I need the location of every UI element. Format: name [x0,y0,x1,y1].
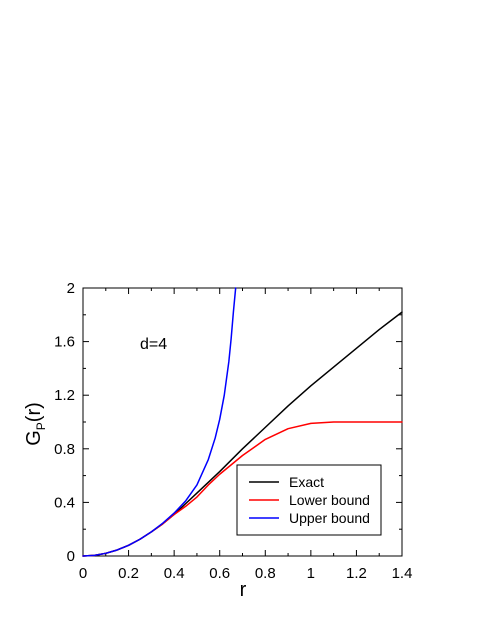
x-tick-label-1: 0.2 [118,565,139,582]
x-tick-label-5: 1 [307,565,315,582]
y-tick-label-5: 2 [67,280,75,297]
x-tick-label-6: 1.2 [346,565,367,582]
series-group [82,287,403,557]
y-tick-label-2: 0.8 [54,441,75,458]
x-tick-label-2: 0.4 [164,565,185,582]
x-tick-label-4: 0.8 [255,565,276,582]
x-tick-label-3: 0.6 [209,565,230,582]
x-tick-label-7: 1.4 [392,565,413,582]
legend-label-upper: Upper bound [289,510,370,526]
y-axis-label: GP(r) [23,402,48,446]
y-tick-label-3: 1.2 [54,387,75,404]
y-tick-label-0: 0 [67,548,75,565]
legend-label-exact: Exact [289,474,324,490]
y-tick-label-4: 1.6 [54,334,75,351]
ticks: 0 0.2 0.4 0.6 0.8 1 1.2 1.4 0 0.4 0.8 1.2 1.6 2 [54,280,412,582]
y-tick-label-1: 0.4 [54,494,75,511]
y-axis-label-main: G [23,430,45,446]
x-tick-label-0: 0 [79,565,87,582]
legend: Exact Lower bound Upper bound [236,464,382,536]
legend-label-lower: Lower bound [289,492,370,508]
svg-text:GP(r): GP(r) [23,402,48,446]
y-axis-label-sub: P [34,422,48,430]
x-axis-label: r [240,579,247,601]
series-line-upper-bound [82,287,237,557]
annotation-d: d=4 [140,336,167,353]
y-axis-label-tail: (r) [23,402,45,422]
